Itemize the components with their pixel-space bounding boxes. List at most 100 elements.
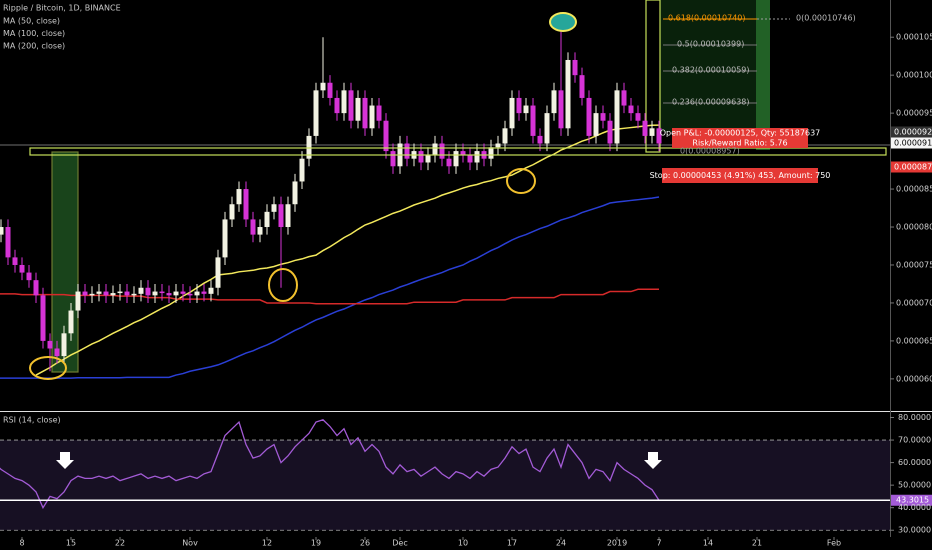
candle-body [152,291,158,296]
candle-body [488,147,494,159]
y-tick-label: 0.00010500 [896,33,932,42]
series-line [0,196,660,379]
y-tick-label: 0.00006500 [896,336,932,345]
candle-body [530,105,536,136]
last-value-box [891,494,932,506]
candle-body [523,105,529,114]
candle-body [460,151,466,155]
x-tick-label: Nov [182,539,198,548]
candle-body [264,211,270,228]
y-tick-label: 0.00007500 [896,260,932,269]
candle-body [166,293,172,296]
fib-label: 0.236(0.00009638) [672,98,750,107]
x-tick-label: 21 [752,539,762,548]
candle-body [229,204,235,220]
candle-body [82,291,88,296]
candle-body [131,293,137,296]
candle-body [180,291,186,294]
x-tick-label: 19 [311,539,321,548]
candle-body [474,151,480,163]
candle-body [110,293,116,296]
candle-body [236,189,242,205]
y-tick-label: 80.0000 [898,413,931,422]
candle-body [313,90,319,136]
candle-body [96,291,102,294]
x-tick-label: 22 [115,539,125,548]
pnl-box [672,128,808,148]
candle-body [446,158,452,167]
candle-body [54,348,60,357]
position-box [645,0,661,153]
legend-entry: MA (100, close) [3,29,65,38]
candle-body [327,82,333,98]
price-tag: 0.00009107 [894,139,932,148]
rsi-pane [0,419,890,531]
profit-zone [660,0,770,132]
candle-body [572,59,578,76]
y-tick-label: 0.00008500 [896,185,932,194]
candle-body [299,158,305,182]
candle-body [362,97,368,129]
fib-label: 0.382(0.00010059) [672,66,750,75]
candle-body [593,113,599,136]
stop-label: Stop: 0.00000453 (4.91%) 453, Amount: 75… [650,171,831,180]
y-tick-label: 0.00007000 [896,298,932,307]
x-tick-label: 7 [656,539,661,548]
candle-body [635,113,641,121]
legend-entry: RSI (14, close) [3,416,61,425]
candle-body [495,143,501,148]
y-tick-label: 70.0000 [898,436,931,445]
y-tick-label: 0.00009500 [896,109,932,118]
price-pane [0,25,662,379]
price-tag-box [891,161,932,173]
x-tick-label: 12 [262,539,272,548]
candle-body [292,181,298,205]
candle-body [243,189,249,220]
x-tick-label: 8 [19,539,24,548]
price-tag-box [891,126,932,138]
candle-body [138,287,144,294]
candle-body [600,113,606,121]
candle-body [341,90,347,114]
candle-body [628,105,634,114]
candle-body [145,287,151,296]
candle-body [0,227,4,235]
circle [29,356,67,380]
x-tick-label: 10 [458,539,468,548]
candle-body [656,128,662,144]
x-tick-label: 17 [507,539,517,548]
candle-body [285,204,291,228]
candle-body [26,272,32,281]
x-tick-label: 26 [360,539,370,548]
candle-body [425,154,431,163]
stop-box [662,168,818,183]
candle-body [250,219,256,235]
y-tick-label: 0.00010000 [896,71,932,80]
series-line [35,124,660,376]
candle-body [201,291,207,294]
candle-body [194,291,200,296]
candle-body [453,151,459,167]
candle-body [579,75,585,98]
candle-body [551,90,557,114]
x-tick-label: 14 [703,539,713,548]
circle [506,168,536,194]
x-tick-label: 15 [66,539,76,548]
candle-body [40,295,46,341]
candle-body [502,128,508,144]
candle-body [586,97,592,136]
circle [268,268,298,302]
candle-body [173,291,179,296]
candle-body [537,135,543,144]
candle-body [257,227,263,235]
fib-label: 0(0.00008957) [680,147,740,156]
fib-label: 0.5(0.00010399) [677,40,744,49]
y-tick-label: 0.00006000 [896,374,932,383]
y-tick-label: 0.00008000 [896,223,932,232]
candle-body [271,204,277,212]
candle-body [544,113,550,144]
ratio-label: Risk/Reward Ratio: 5.76 [692,139,787,148]
candle-body [348,90,354,121]
y-tick-label: 60.0000 [898,458,931,467]
